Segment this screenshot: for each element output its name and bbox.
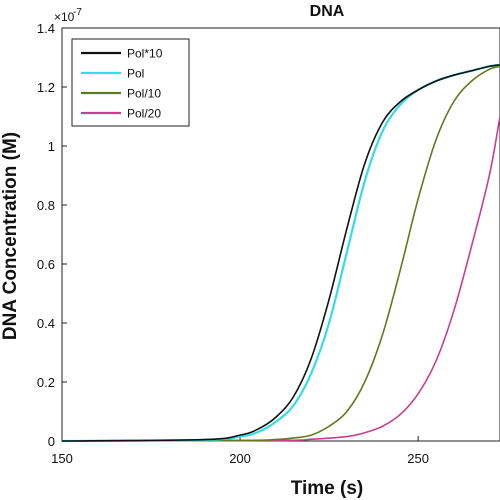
y-tick-label: 1.4 xyxy=(37,21,55,36)
y-exponent-base: ×10 xyxy=(54,10,75,24)
legend: Pol*10 Pol Pol/10 Pol/20 xyxy=(71,38,190,127)
series-line-2 xyxy=(61,65,500,442)
y-tick-label: 1.2 xyxy=(37,80,55,95)
series-line-0 xyxy=(61,64,500,442)
y-tick-label: 0.4 xyxy=(37,316,55,331)
legend-label: Pol*10 xyxy=(127,47,163,61)
legend-label: Pol/10 xyxy=(127,87,161,101)
x-tick-label: 200 xyxy=(229,451,251,466)
chart-title: DNA xyxy=(310,3,345,20)
y-axis-label: DNA Concentration (M) xyxy=(0,132,21,340)
y-exponent: ×10 -7 xyxy=(54,7,82,24)
series-lines xyxy=(61,63,500,443)
y-axis-ticks: 0 0.2 0.4 0.6 0.8 1 1.2 1.4 xyxy=(37,21,67,449)
plot-area: 0 0.2 0.4 0.6 0.8 1 1.2 1.4 150 200 250 xyxy=(37,21,500,466)
y-tick-label: 0.6 xyxy=(37,257,55,272)
y-exponent-power: -7 xyxy=(73,7,82,18)
y-tick-label: 0.2 xyxy=(37,375,55,390)
x-axis-ticks: 150 200 250 xyxy=(51,436,429,466)
series-line-3 xyxy=(61,116,500,442)
legend-label: Pol/20 xyxy=(127,107,161,121)
x-tick-label: 150 xyxy=(51,451,73,466)
x-axis-label: Time (s) xyxy=(291,478,364,499)
y-tick-label: 1 xyxy=(48,139,55,154)
y-tick-label: 0 xyxy=(48,434,55,449)
y-tick-label: 0.8 xyxy=(37,198,55,213)
x-tick-label: 250 xyxy=(407,451,429,466)
legend-label: Pol xyxy=(127,67,144,81)
